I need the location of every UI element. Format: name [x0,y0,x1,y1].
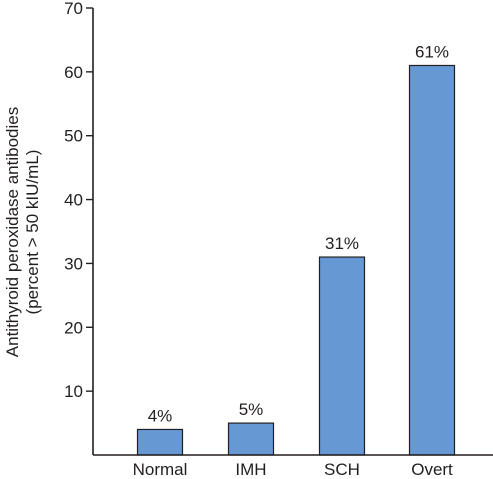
bars [136,64,456,456]
bar-data-labels: 4% 5% 31% 61% [148,42,449,425]
y-tick-label: 50 [64,127,83,146]
y-tick-label: 60 [64,63,83,82]
y-tick-label: 10 [64,382,83,401]
bar-value-label-imh: 5% [239,400,264,419]
y-tick-label: 20 [64,318,83,337]
bar-value-label-overt: 61% [415,42,449,61]
y-axis-label-line-2: (percent > 50 kIU/mL) [23,150,42,315]
y-axis-label-line-1: Antithyroid peroxidase antibodies [3,107,22,357]
bar-sch [318,256,366,456]
bar-value-label-normal: 4% [148,406,173,425]
x-axis-categories: Normal IMH SCH Overt [133,460,453,479]
x-category-label-sch: SCH [324,460,360,479]
x-category-label-overt: Overt [411,460,453,479]
bar-value-label-sch: 31% [325,234,359,253]
bar-overt [408,64,456,456]
y-axis-ticks: 10 20 30 40 50 60 70 [64,0,93,401]
y-tick-label: 70 [64,0,83,18]
y-axis-label: Antithyroid peroxidase antibodies (perce… [3,107,42,357]
x-category-label-imh: IMH [235,460,266,479]
y-tick-label: 40 [64,191,83,210]
x-category-label-normal: Normal [133,460,188,479]
y-tick-label: 30 [64,254,83,273]
bar-normal [136,428,184,456]
bar-imh [227,422,275,456]
